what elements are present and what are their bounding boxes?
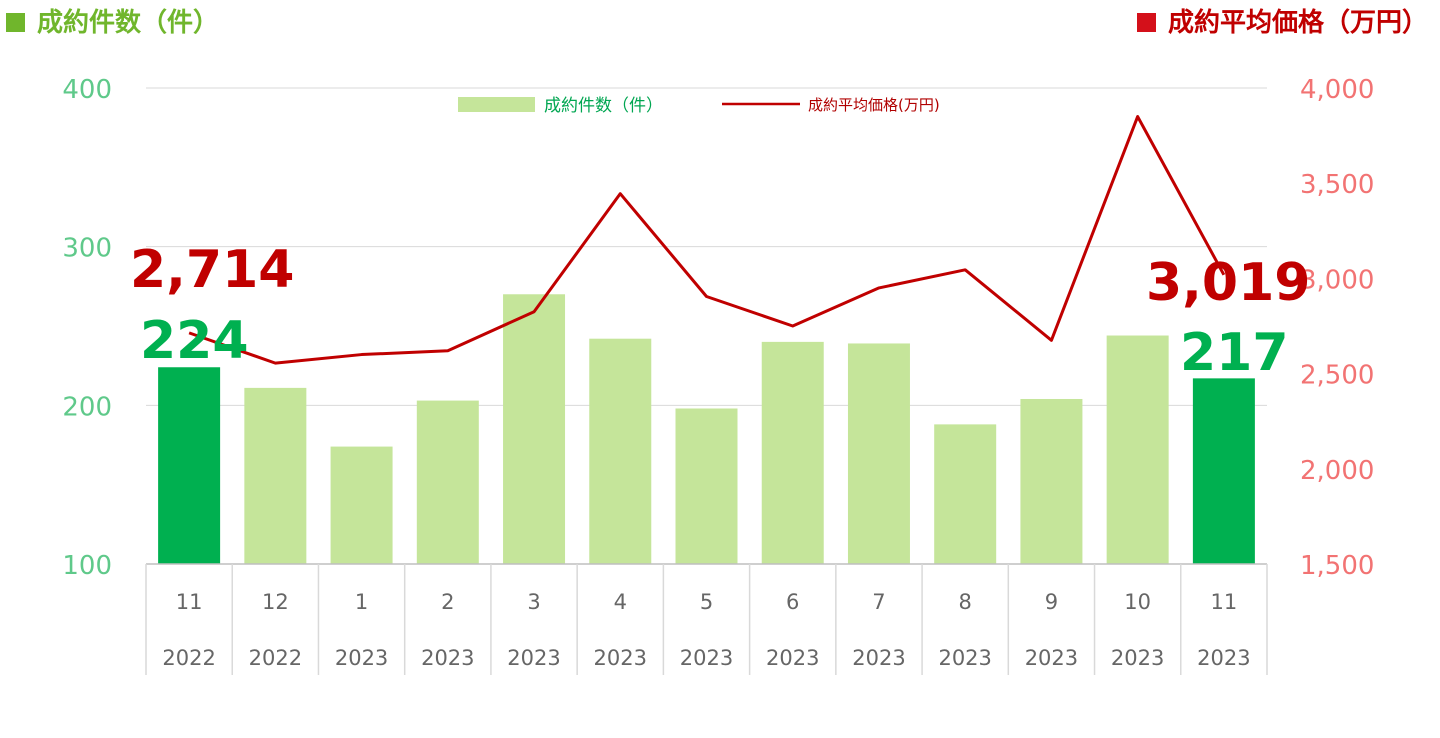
bar — [847, 343, 910, 564]
category-month-label: 1 — [355, 590, 368, 614]
gridlines — [146, 87, 1267, 406]
legend-line-label: 成約平均価格(万円) — [808, 96, 940, 114]
bar-series — [158, 294, 1255, 564]
right-tick-label: 3,000 — [1300, 265, 1374, 295]
right-tick-label: 4,000 — [1300, 75, 1374, 105]
left-axis-title-text: 成約件数（件） — [37, 8, 220, 38]
left-tick-label: 100 — [62, 551, 112, 581]
category-year-label: 2023 — [421, 646, 474, 670]
category-year-label: 2023 — [938, 646, 991, 670]
category-month-label: 12 — [262, 590, 289, 614]
category-month-label: 7 — [872, 590, 885, 614]
legend: 成約件数（件） 成約平均価格(万円) — [458, 96, 940, 116]
right-tick-label: 2,000 — [1300, 456, 1374, 486]
line-series — [188, 115, 1226, 365]
bar — [1020, 398, 1083, 564]
category-month-label: 3 — [527, 590, 540, 614]
legend-bar-label: 成約件数（件） — [544, 96, 663, 116]
right-tick-label: 1,500 — [1300, 551, 1374, 581]
bar — [934, 424, 997, 564]
category-month-label: 4 — [614, 590, 627, 614]
bar — [503, 294, 566, 564]
category-year-label: 2023 — [852, 646, 905, 670]
start-price-label: 2,714 — [130, 240, 294, 300]
category-month-label: 11 — [1211, 590, 1238, 614]
red-square-icon — [1136, 13, 1156, 32]
right-axis-title: 成約平均価格（万円） — [1136, 2, 1428, 39]
bar — [244, 387, 307, 564]
bar — [416, 400, 479, 564]
green-square-icon — [6, 13, 25, 32]
bar — [1192, 378, 1255, 564]
category-month-label: 9 — [1045, 590, 1058, 614]
category-year-label: 2023 — [766, 646, 819, 670]
right-tick-label: 2,500 — [1300, 361, 1374, 391]
right-tick-label: 3,500 — [1300, 170, 1374, 200]
left-tick-label: 200 — [62, 392, 112, 422]
left-tick-label: 300 — [62, 234, 112, 264]
axes: 100 200 300 400 1,500 2,000 2,500 3,000 3,500 4,0… — [62, 75, 1374, 675]
category-month-label: 2 — [441, 590, 454, 614]
bar — [1106, 335, 1169, 564]
category-year-label: 2022 — [249, 646, 302, 670]
category-month-label: 11 — [176, 590, 203, 614]
category-month-label: 5 — [700, 590, 713, 614]
category-year-label: 2023 — [507, 646, 560, 670]
price-line — [188, 115, 1226, 365]
left-tick-label: 400 — [62, 75, 112, 105]
category-year-label: 2023 — [594, 646, 647, 670]
category-year-label: 2023 — [1111, 646, 1164, 670]
annotations: 2,714 224 3,019 217 — [130, 240, 1310, 383]
category-year-label: 2023 — [1197, 646, 1250, 670]
category-year-label: 2022 — [162, 646, 215, 670]
left-axis-title: 成約件数（件） — [6, 2, 219, 39]
category-month-label: 6 — [786, 590, 799, 614]
category-year-label: 2023 — [335, 646, 388, 670]
category-month-label: 10 — [1124, 590, 1151, 614]
bar — [589, 338, 652, 564]
bar — [761, 341, 824, 564]
right-axis-title-text: 成約平均価格（万円） — [1167, 8, 1428, 38]
bar — [675, 408, 738, 564]
category-month-label: 8 — [959, 590, 972, 614]
bar — [330, 446, 393, 564]
start-count-label: 224 — [140, 311, 249, 371]
bar — [158, 367, 221, 564]
end-price-label: 3,019 — [1146, 253, 1310, 313]
legend-bar-swatch — [458, 97, 535, 112]
end-count-label: 217 — [1180, 323, 1289, 383]
category-year-label: 2023 — [680, 646, 733, 670]
category-year-label: 2023 — [1025, 646, 1078, 670]
